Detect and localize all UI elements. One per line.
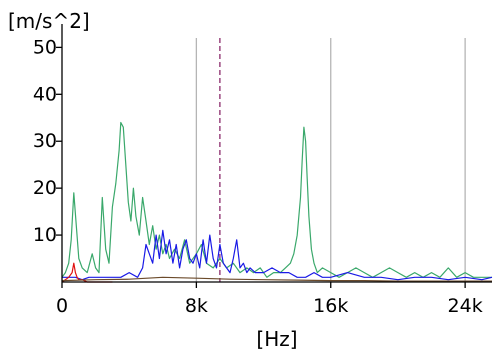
x-tick-label-3: 24k: [448, 295, 483, 317]
x-tick-label-0: 0: [56, 295, 68, 317]
y-axis-title: [m/s^2]: [8, 9, 90, 33]
series-line-1: [62, 229, 493, 281]
series-line-3: [61, 276, 492, 282]
x-tick-label-2: 16k: [313, 295, 348, 317]
series-line-0: [61, 121, 492, 278]
axes-layer: [61, 24, 492, 283]
y-tick-label-3: 40: [33, 83, 57, 105]
y-tick-label-4: 50: [33, 36, 57, 58]
ticks-layer: 10 20 30 40 50 0 8k 16k 24k: [33, 36, 483, 317]
y-tick-label-1: 20: [33, 177, 57, 199]
x-axis-title: [Hz]: [256, 327, 297, 351]
y-tick-label-2: 30: [33, 130, 57, 152]
x-tick-label-1: 8k: [185, 295, 208, 317]
grid-layer: [195, 38, 466, 282]
y-tick-label-0: 10: [33, 224, 57, 246]
series-layer: [61, 121, 493, 283]
